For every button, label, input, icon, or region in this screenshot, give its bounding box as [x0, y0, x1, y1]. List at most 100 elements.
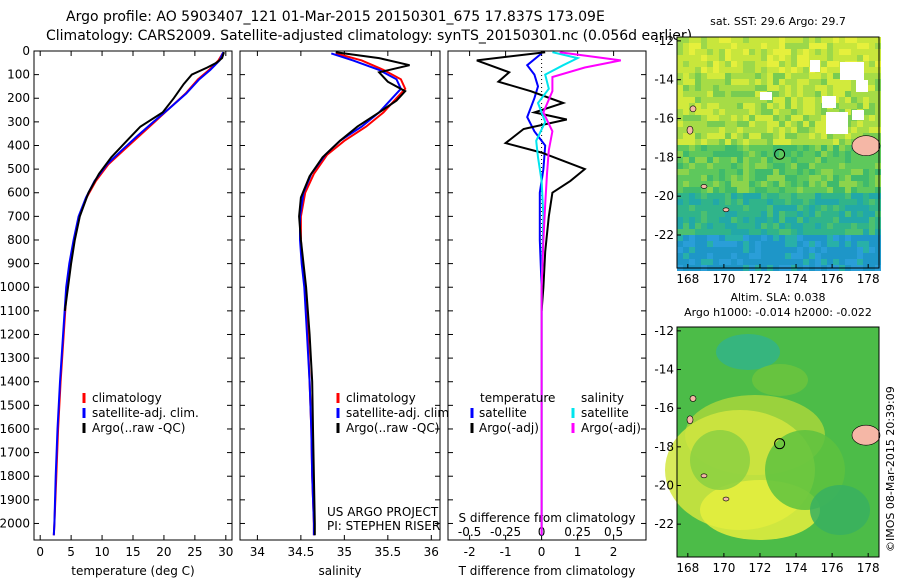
sst-pixel [737, 37, 743, 43]
sst-pixel [773, 67, 779, 73]
sst-pixel [707, 109, 713, 115]
sst-pixel [863, 175, 869, 181]
sst-pixel [773, 151, 779, 157]
sst-pixel [737, 103, 743, 109]
sst-pixel [731, 85, 737, 91]
sst-pixel [725, 103, 731, 109]
sst-pixel [761, 199, 767, 205]
sst-pixel [767, 55, 773, 61]
sst-pixel [773, 73, 779, 79]
sst-pixel [857, 217, 863, 223]
sst-pixel [785, 103, 791, 109]
sst-pixel [851, 199, 857, 205]
sst-pixel [779, 139, 785, 145]
sst-pixel [833, 73, 839, 79]
sst-pixel [839, 205, 845, 211]
sst-pixel [827, 247, 833, 253]
sst-pixel [833, 151, 839, 157]
sst-pixel [791, 121, 797, 127]
sst-pixel [797, 181, 803, 187]
sst-pixel [755, 169, 761, 175]
sst-pixel [827, 217, 833, 223]
sst-pixel [791, 133, 797, 139]
sst-pixel [761, 37, 767, 43]
sst-pixel [791, 73, 797, 79]
sst-pixel [815, 115, 821, 121]
sst-pixel [713, 253, 719, 259]
sst-pixel [785, 67, 791, 73]
sst-pixel [719, 61, 725, 67]
difference-x-tick-label: 0 [538, 545, 546, 559]
temperature-legend-label: Argo(..raw -QC) [92, 421, 185, 435]
sst-pixel [851, 127, 857, 133]
sst-pixel [689, 61, 695, 67]
sst-pixel [755, 253, 761, 259]
sst-pixel [821, 127, 827, 133]
sst-pixel [785, 235, 791, 241]
sst-cloud-gap [840, 62, 864, 80]
sst-pixel [821, 229, 827, 235]
difference-x2-tick-label: 0.25 [564, 525, 591, 539]
salinity-legend-label: climatology [346, 391, 416, 405]
sst-pixel [761, 127, 767, 133]
sst-pixel [791, 61, 797, 67]
sst-pixel [875, 133, 881, 139]
sst-map-title: sat. SST: 29.6 Argo: 29.7 [710, 15, 846, 28]
sst-pixel [839, 49, 845, 55]
sst-pixel [815, 103, 821, 109]
sst-pixel [815, 253, 821, 259]
sst-pixel [689, 193, 695, 199]
sst-pixel [677, 259, 683, 265]
sst-pixel [755, 187, 761, 193]
sst-pixel [851, 37, 857, 43]
sst-pixel [851, 205, 857, 211]
sst-pixel [809, 103, 815, 109]
sst-pixel [803, 121, 809, 127]
sst-pixel [707, 247, 713, 253]
sst-pixel [677, 241, 683, 247]
sst-pixel [797, 193, 803, 199]
sst-pixel [773, 229, 779, 235]
sst-pixel [689, 205, 695, 211]
sst-pixel [875, 91, 881, 97]
sst-pixel [791, 157, 797, 163]
sst-pixel [749, 229, 755, 235]
sst-pixel [761, 217, 767, 223]
sst-pixel [857, 121, 863, 127]
sst-pixel [773, 37, 779, 43]
sst-pixel [731, 127, 737, 133]
sla_map-land [689, 395, 697, 402]
sst-pixel [749, 49, 755, 55]
sst-pixel [851, 91, 857, 97]
difference-x-axis-label: T difference from climatology [458, 564, 636, 578]
sst-pixel [773, 217, 779, 223]
sst-pixel [707, 151, 713, 157]
sst-pixel [743, 187, 749, 193]
sst-pixel [737, 253, 743, 259]
sst-pixel [779, 169, 785, 175]
sst-pixel [785, 73, 791, 79]
sst-pixel [713, 211, 719, 217]
sst-pixel [857, 199, 863, 205]
difference-series-line-2 [535, 51, 581, 536]
sst-pixel [683, 205, 689, 211]
sst-pixel [713, 163, 719, 169]
sst-pixel [869, 205, 875, 211]
sst-pixel [875, 121, 881, 127]
sst-pixel [689, 91, 695, 97]
sst-pixel [737, 187, 743, 193]
sst-pixel [797, 211, 803, 217]
sst-pixel [803, 247, 809, 253]
sst-pixel [731, 91, 737, 97]
sst-pixel [677, 205, 683, 211]
sst-pixel [719, 49, 725, 55]
sst-pixel [755, 55, 761, 61]
sst-pixel [737, 79, 743, 85]
sst_map-x-tick-label: 178 [857, 272, 880, 286]
sst-pixel [839, 157, 845, 163]
sst-pixel [677, 73, 683, 79]
sst-pixel [749, 97, 755, 103]
sla_map-field [665, 327, 881, 557]
sst-pixel [845, 211, 851, 217]
sst-pixel [833, 199, 839, 205]
